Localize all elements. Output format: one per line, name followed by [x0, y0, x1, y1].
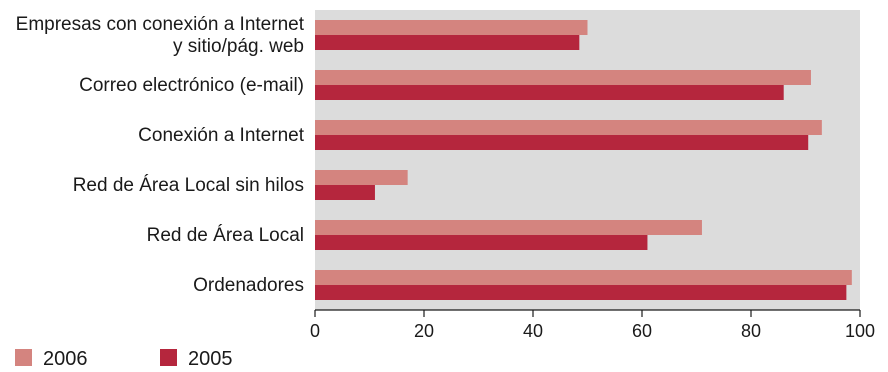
bar-2006-2: [315, 120, 822, 135]
x-tick-label-5: 100: [845, 321, 875, 341]
bar-2005-5: [315, 285, 847, 300]
category-label-0: Empresas con conexión a Internet y sitio/…: [16, 14, 305, 57]
x-tick-label-2: 40: [523, 321, 543, 341]
category-label-line: Correo electrónico (e-mail): [79, 75, 304, 96]
category-labels: Empresas con conexión a Internet y sitio/…: [16, 14, 305, 296]
x-tick-label-3: 60: [632, 321, 652, 341]
category-label-line: y sitio/pág. web: [173, 36, 304, 57]
bars-group: [315, 20, 852, 300]
legend-swatch-2005: [160, 349, 177, 366]
bar-2006-3: [315, 170, 408, 185]
bar-2005-2: [315, 135, 809, 150]
bar-2005-3: [315, 185, 375, 200]
bar-2006-1: [315, 70, 811, 85]
legend: 2006 2005: [15, 348, 233, 370]
x-tick-label-4: 80: [741, 321, 761, 341]
x-tick-label-0: 0: [310, 321, 320, 341]
bar-2006-5: [315, 270, 852, 285]
bar-2005-4: [315, 235, 648, 250]
category-label-line: Empresas con conexión a Internet: [16, 14, 305, 35]
category-label-line: Red de Área Local sin hilos: [73, 175, 304, 196]
x-tick-label-1: 20: [414, 321, 434, 341]
bar-2005-1: [315, 85, 784, 100]
category-label-1: Correo electrónico (e-mail): [79, 75, 304, 96]
bar-2005-0: [315, 35, 580, 50]
plot-area: [315, 10, 860, 310]
bar-2006-4: [315, 220, 702, 235]
category-label-line: Ordenadores: [193, 275, 304, 296]
category-label-4: Red de Área Local: [147, 225, 304, 246]
category-label-3: Red de Área Local sin hilos: [73, 175, 304, 196]
bar-2006-0: [315, 20, 588, 35]
legend-label-2006: 2006: [43, 348, 88, 370]
x-axis-ticks: 0 20 40 60 80 100: [310, 310, 875, 341]
category-label-2: Conexión a Internet: [138, 125, 305, 146]
category-label-line: Red de Área Local: [147, 225, 304, 246]
legend-swatch-2006: [15, 349, 32, 366]
legend-label-2005: 2005: [188, 348, 233, 370]
category-label-5: Ordenadores: [193, 275, 304, 296]
category-label-line: Conexión a Internet: [138, 125, 305, 146]
